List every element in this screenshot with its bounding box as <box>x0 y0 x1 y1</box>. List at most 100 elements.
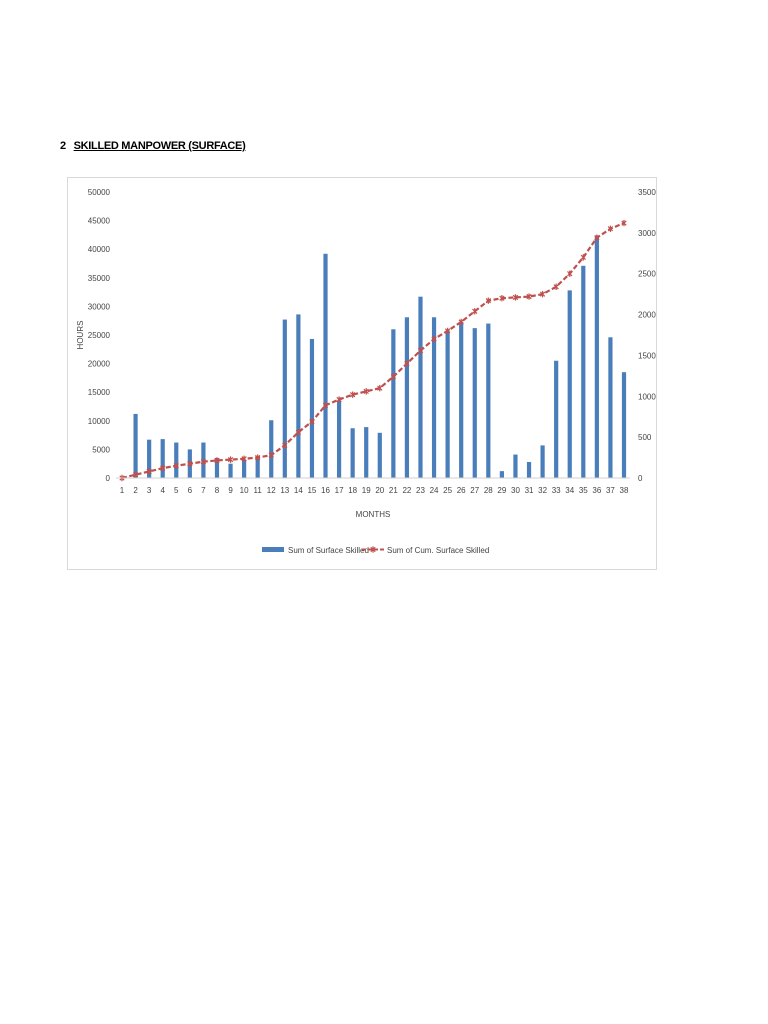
bar <box>621 372 627 478</box>
legend-line-marker <box>370 546 376 553</box>
x-tick-label: 2 <box>133 486 138 495</box>
y2-tick-label: 3500 <box>638 188 656 197</box>
line-point <box>160 464 166 472</box>
bar <box>174 442 179 478</box>
line-point <box>444 327 451 335</box>
chart-frame: 0 5000 10000 15000 20000 25000 30000 35000 40000… <box>67 177 657 570</box>
line-point <box>404 360 410 367</box>
section-number: 2 <box>60 140 66 152</box>
x-tick-label: 30 <box>511 486 520 495</box>
y2-tick-label: 1000 <box>638 392 656 401</box>
x-tick-label: 1 <box>120 486 125 495</box>
x-tick-label: 17 <box>335 486 344 495</box>
bar <box>255 456 260 478</box>
legend-bar-label: Sum of Surface Skilled <box>288 546 369 555</box>
bar <box>391 329 396 478</box>
bar <box>540 445 545 478</box>
bar <box>160 439 165 478</box>
y-axis-title: HOURS <box>76 321 85 350</box>
x-tick-label: 16 <box>321 486 330 495</box>
bar <box>364 427 369 478</box>
bar <box>133 413 138 478</box>
bar <box>269 420 274 478</box>
section-title: SKILLED MANPOWER (SURFACE) <box>73 140 246 152</box>
line-point <box>363 388 369 395</box>
y-axis-left: 0 5000 10000 15000 20000 25000 30000 35000 40000… <box>88 188 111 483</box>
line-point <box>187 460 193 467</box>
line-point <box>580 254 586 261</box>
bar <box>418 296 423 478</box>
bar <box>499 471 504 478</box>
x-tick-label: 36 <box>592 486 601 495</box>
y-tick-label: 35000 <box>88 274 111 283</box>
bar <box>513 454 518 478</box>
bar <box>581 265 586 478</box>
line-point <box>526 293 532 300</box>
line-point <box>282 442 288 449</box>
line-series <box>119 219 627 482</box>
section-heading: 2 SKILLED MANPOWER (SURFACE) <box>60 140 246 152</box>
y2-tick-label: 2500 <box>638 270 656 279</box>
x-tick-label: 20 <box>375 486 384 495</box>
x-tick-label: 25 <box>443 486 452 495</box>
x-tick-label: 35 <box>579 486 588 495</box>
y2-tick-label: 3000 <box>638 229 656 238</box>
x-tick-label: 32 <box>538 486 547 495</box>
y-tick-label: 10000 <box>88 417 111 426</box>
y-tick-label: 15000 <box>88 388 111 397</box>
x-tick-label: 9 <box>228 486 233 495</box>
x-tick-label: 34 <box>565 486 574 495</box>
line-point <box>336 396 342 403</box>
bar <box>147 439 152 478</box>
bar <box>228 463 233 478</box>
bar <box>214 457 220 478</box>
x-tick-label: 8 <box>215 486 220 495</box>
y-tick-label: 25000 <box>88 331 111 340</box>
y2-tick-label: 500 <box>638 433 652 442</box>
line-point <box>295 429 302 436</box>
x-tick-label: 29 <box>497 486 506 495</box>
x-tick-label: 27 <box>470 486 479 495</box>
x-tick-label: 18 <box>348 486 357 495</box>
line-point <box>377 384 383 392</box>
legend: Sum of Surface Skilled Sum of Cum. Surfa… <box>262 546 489 555</box>
legend-bar-swatch <box>262 547 284 552</box>
bar <box>296 314 301 478</box>
bar <box>309 339 315 478</box>
bar <box>350 428 355 478</box>
x-tick-label: 22 <box>402 486 411 495</box>
line-point <box>607 225 614 232</box>
y2-tick-label: 2000 <box>638 311 656 320</box>
x-tick-label: 26 <box>457 486 466 495</box>
x-tick-label: 6 <box>188 486 193 495</box>
bar-series <box>133 235 627 478</box>
bar <box>323 253 328 478</box>
bar <box>459 321 464 478</box>
x-axis-title: MONTHS <box>356 510 391 519</box>
x-tick-label: 5 <box>174 486 179 495</box>
bar <box>594 235 599 478</box>
x-tick-label: 37 <box>606 486 615 495</box>
bar <box>554 360 559 478</box>
line-point <box>146 468 152 475</box>
y-tick-label: 20000 <box>88 360 111 369</box>
line-point <box>173 462 179 469</box>
line-point <box>390 373 397 380</box>
x-tick-label: 21 <box>389 486 398 495</box>
bar <box>404 317 410 478</box>
x-tick-label: 10 <box>240 486 249 495</box>
y2-tick-label: 1500 <box>638 351 656 360</box>
x-tick-label: 13 <box>280 486 289 495</box>
bar <box>608 337 613 478</box>
line-point <box>539 290 546 298</box>
line-point <box>268 451 274 459</box>
x-tick-label: 38 <box>620 486 629 495</box>
bar <box>526 461 532 478</box>
bar <box>486 323 491 478</box>
x-tick-label: 14 <box>294 486 303 495</box>
line-point <box>214 457 220 464</box>
y2-tick-label: 0 <box>638 474 643 483</box>
line-point <box>621 219 627 227</box>
x-tick-label: 19 <box>362 486 371 495</box>
y-tick-label: 0 <box>106 474 111 483</box>
